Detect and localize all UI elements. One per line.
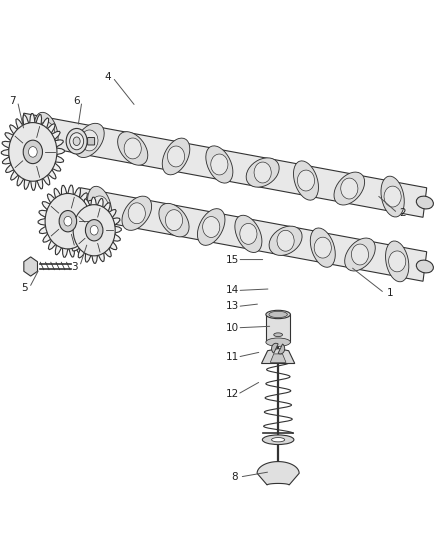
Ellipse shape — [81, 130, 98, 151]
Ellipse shape — [254, 162, 271, 183]
Text: 8: 8 — [231, 472, 238, 482]
Text: 3: 3 — [71, 262, 78, 271]
Text: 10: 10 — [226, 323, 239, 333]
Ellipse shape — [124, 138, 141, 159]
Ellipse shape — [293, 161, 318, 200]
FancyBboxPatch shape — [88, 138, 95, 145]
Ellipse shape — [66, 128, 87, 154]
Text: 11: 11 — [226, 352, 239, 362]
Ellipse shape — [334, 172, 364, 205]
Polygon shape — [77, 188, 427, 281]
Ellipse shape — [73, 137, 80, 146]
Ellipse shape — [235, 215, 262, 253]
Circle shape — [90, 225, 98, 235]
Ellipse shape — [345, 238, 375, 271]
Ellipse shape — [269, 311, 287, 318]
Ellipse shape — [269, 226, 302, 255]
Ellipse shape — [122, 196, 152, 230]
Polygon shape — [1, 114, 64, 190]
Ellipse shape — [167, 146, 185, 167]
Ellipse shape — [34, 112, 58, 152]
Polygon shape — [24, 257, 38, 276]
Text: 7: 7 — [9, 96, 16, 106]
Circle shape — [45, 193, 91, 249]
Polygon shape — [20, 113, 427, 217]
Circle shape — [28, 147, 37, 157]
Circle shape — [9, 123, 57, 181]
Polygon shape — [261, 349, 295, 364]
Ellipse shape — [38, 122, 55, 143]
Ellipse shape — [246, 158, 279, 187]
Ellipse shape — [310, 228, 335, 267]
Text: 1: 1 — [386, 288, 393, 298]
Text: 14: 14 — [226, 286, 239, 295]
Ellipse shape — [162, 138, 190, 175]
Ellipse shape — [389, 251, 406, 272]
Circle shape — [23, 140, 42, 164]
Text: 13: 13 — [226, 302, 239, 311]
Ellipse shape — [118, 132, 148, 165]
Ellipse shape — [277, 230, 294, 251]
Ellipse shape — [381, 176, 404, 217]
Text: 6: 6 — [73, 96, 80, 106]
Text: 2: 2 — [399, 208, 406, 218]
Ellipse shape — [240, 223, 257, 244]
Ellipse shape — [341, 178, 358, 199]
Ellipse shape — [417, 196, 433, 209]
Wedge shape — [272, 343, 278, 353]
Ellipse shape — [198, 208, 225, 245]
Polygon shape — [257, 462, 299, 485]
Circle shape — [64, 216, 72, 226]
Polygon shape — [266, 314, 290, 342]
Ellipse shape — [206, 146, 233, 183]
Ellipse shape — [384, 186, 401, 207]
FancyBboxPatch shape — [273, 334, 283, 345]
Ellipse shape — [203, 216, 220, 238]
Text: 4: 4 — [104, 72, 111, 82]
Ellipse shape — [159, 204, 189, 237]
Ellipse shape — [70, 133, 84, 150]
Polygon shape — [38, 185, 98, 257]
Ellipse shape — [297, 170, 314, 191]
Polygon shape — [67, 197, 121, 263]
Ellipse shape — [266, 338, 290, 346]
Text: 5: 5 — [21, 283, 28, 293]
Ellipse shape — [166, 209, 183, 231]
Ellipse shape — [74, 123, 104, 158]
Circle shape — [59, 211, 77, 232]
Wedge shape — [278, 344, 285, 354]
Ellipse shape — [351, 244, 368, 265]
Ellipse shape — [314, 237, 332, 258]
Ellipse shape — [385, 241, 409, 282]
Ellipse shape — [91, 196, 108, 217]
Circle shape — [73, 205, 115, 256]
Circle shape — [85, 220, 103, 241]
Text: 12: 12 — [226, 390, 239, 399]
Ellipse shape — [417, 260, 433, 273]
Ellipse shape — [128, 203, 145, 224]
Ellipse shape — [274, 333, 283, 337]
Ellipse shape — [262, 435, 294, 445]
Polygon shape — [270, 354, 286, 362]
Ellipse shape — [211, 154, 228, 175]
Text: 15: 15 — [226, 255, 239, 264]
Ellipse shape — [266, 310, 290, 319]
Ellipse shape — [272, 438, 285, 442]
Ellipse shape — [88, 187, 112, 227]
